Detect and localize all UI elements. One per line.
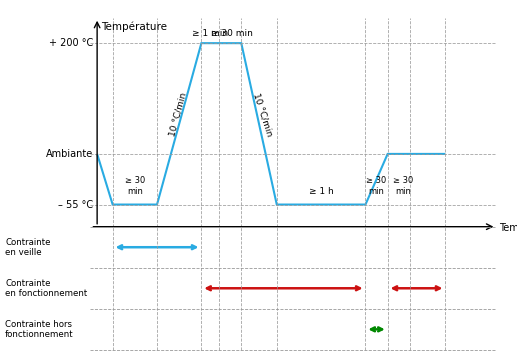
Text: 10 °C/min: 10 °C/min xyxy=(168,91,189,137)
Text: Contrainte
en veille: Contrainte en veille xyxy=(5,237,51,257)
Text: Température: Température xyxy=(101,21,166,31)
Text: Temps: Temps xyxy=(499,223,517,233)
Text: ≥ 30
min: ≥ 30 min xyxy=(393,176,413,196)
Text: 10 °C/min: 10 °C/min xyxy=(251,91,274,137)
Text: ≥ 1 h: ≥ 1 h xyxy=(309,187,333,196)
Text: ≥ 30
min: ≥ 30 min xyxy=(367,176,387,196)
Text: ≥ 30 min: ≥ 30 min xyxy=(211,29,253,38)
Text: Contrainte
en fonctionnement: Contrainte en fonctionnement xyxy=(5,278,87,298)
Text: Contrainte hors
fonctionnement: Contrainte hors fonctionnement xyxy=(5,320,74,339)
Text: – 55 °C: – 55 °C xyxy=(58,200,94,210)
Text: ≥ 1 min: ≥ 1 min xyxy=(192,29,229,38)
Text: + 200 °C: + 200 °C xyxy=(49,38,94,48)
Text: ≥ 30
min: ≥ 30 min xyxy=(125,176,145,196)
Text: Ambiante: Ambiante xyxy=(47,149,94,159)
